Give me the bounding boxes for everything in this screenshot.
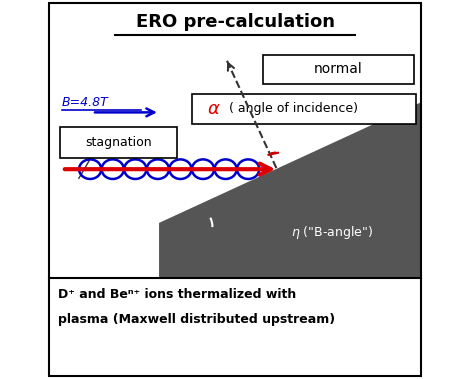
FancyBboxPatch shape (60, 127, 177, 158)
Text: $\alpha$: $\alpha$ (207, 100, 220, 118)
Text: ERO pre-calculation: ERO pre-calculation (135, 13, 335, 31)
Text: plasma (Maxwell distributed upstream): plasma (Maxwell distributed upstream) (58, 313, 335, 326)
Text: B=4.8T: B=4.8T (62, 96, 109, 109)
Text: $\eta$ ("B-angle"): $\eta$ ("B-angle") (291, 224, 373, 241)
Polygon shape (160, 103, 421, 278)
Text: D⁺ and Beⁿ⁺ ions thermalized with: D⁺ and Beⁿ⁺ ions thermalized with (58, 288, 297, 301)
Text: ( angle of incidence): ( angle of incidence) (229, 102, 358, 116)
Text: stagnation: stagnation (85, 136, 152, 149)
FancyBboxPatch shape (192, 94, 415, 124)
Text: normal: normal (314, 63, 363, 77)
FancyBboxPatch shape (263, 55, 414, 84)
